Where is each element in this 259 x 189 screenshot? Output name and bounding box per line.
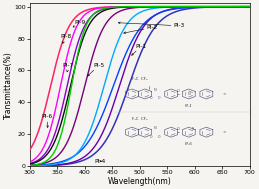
Text: PI-5: PI-5 bbox=[88, 63, 104, 76]
X-axis label: Wavelength(nm): Wavelength(nm) bbox=[108, 177, 171, 186]
Text: PI-8: PI-8 bbox=[60, 34, 71, 43]
Text: PI-2: PI-2 bbox=[124, 25, 158, 34]
Text: PI-4: PI-4 bbox=[95, 159, 106, 164]
Text: PI-7: PI-7 bbox=[63, 63, 74, 72]
Y-axis label: Transmittance(%): Transmittance(%) bbox=[3, 51, 12, 119]
Text: PI-6: PI-6 bbox=[42, 114, 53, 128]
Text: PI-1: PI-1 bbox=[132, 44, 146, 55]
Text: PI-9: PI-9 bbox=[73, 20, 86, 27]
Text: PI-3: PI-3 bbox=[118, 22, 185, 28]
